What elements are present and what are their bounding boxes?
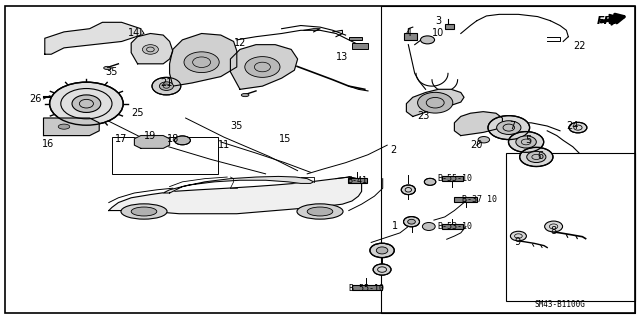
Bar [381, 6, 635, 313]
Ellipse shape [376, 247, 388, 254]
Bar [442, 176, 463, 181]
Ellipse shape [184, 52, 219, 73]
Ellipse shape [511, 231, 527, 241]
Text: 17: 17 [115, 134, 128, 144]
Text: 16: 16 [42, 138, 54, 149]
Text: 11: 11 [218, 140, 230, 150]
Text: 21: 21 [160, 78, 173, 88]
Polygon shape [406, 89, 464, 116]
Ellipse shape [370, 243, 394, 258]
Ellipse shape [516, 136, 536, 148]
Polygon shape [131, 33, 173, 64]
Ellipse shape [307, 207, 333, 216]
Bar [404, 33, 417, 40]
Bar [112, 137, 218, 174]
Text: 14: 14 [128, 28, 141, 39]
Bar [349, 37, 362, 40]
Ellipse shape [131, 207, 157, 216]
Ellipse shape [58, 124, 70, 129]
Text: 26: 26 [29, 94, 42, 104]
Bar [348, 178, 367, 183]
Ellipse shape [174, 136, 191, 145]
Ellipse shape [508, 131, 543, 152]
Ellipse shape [569, 122, 587, 133]
Ellipse shape [478, 137, 490, 143]
Text: 4: 4 [405, 28, 412, 39]
Ellipse shape [520, 147, 553, 167]
Ellipse shape [152, 77, 181, 95]
Polygon shape [134, 136, 170, 148]
Ellipse shape [404, 217, 420, 227]
Bar [442, 224, 463, 229]
Text: 15: 15 [278, 134, 291, 144]
Ellipse shape [420, 36, 435, 44]
Text: 23: 23 [417, 111, 430, 122]
Polygon shape [454, 112, 502, 136]
Polygon shape [45, 22, 141, 54]
Ellipse shape [497, 121, 521, 135]
Ellipse shape [545, 221, 563, 232]
Ellipse shape [488, 116, 530, 140]
Ellipse shape [401, 185, 415, 195]
Text: 6: 6 [538, 151, 544, 161]
Ellipse shape [142, 45, 158, 54]
Ellipse shape [527, 152, 546, 163]
Text: 2: 2 [390, 145, 397, 155]
Polygon shape [230, 45, 298, 89]
Ellipse shape [297, 204, 343, 219]
Polygon shape [163, 176, 314, 193]
Text: 18: 18 [166, 134, 179, 144]
Bar [352, 285, 382, 290]
Ellipse shape [72, 95, 101, 113]
Text: 8: 8 [550, 226, 557, 236]
Bar [506, 153, 635, 301]
Text: 1: 1 [392, 221, 398, 232]
Text: SM43-B1100G: SM43-B1100G [534, 300, 586, 309]
Text: B-55-10: B-55-10 [437, 174, 472, 183]
Text: 22: 22 [573, 41, 586, 51]
Text: 35: 35 [106, 67, 118, 77]
Bar [445, 24, 454, 29]
Text: B-41: B-41 [347, 176, 367, 185]
Ellipse shape [422, 223, 435, 231]
Ellipse shape [424, 178, 436, 185]
Bar [454, 197, 477, 202]
Ellipse shape [244, 57, 280, 77]
Ellipse shape [373, 264, 391, 275]
Text: B-53-10: B-53-10 [437, 222, 472, 231]
Ellipse shape [418, 93, 453, 113]
Text: 25: 25 [131, 108, 144, 118]
Polygon shape [170, 33, 237, 86]
Ellipse shape [408, 219, 415, 224]
Ellipse shape [104, 66, 111, 70]
Text: 5: 5 [525, 135, 531, 145]
Text: 3: 3 [435, 16, 442, 26]
Polygon shape [44, 118, 99, 136]
Text: 10: 10 [432, 28, 445, 39]
Text: B-37 10: B-37 10 [463, 195, 497, 204]
Ellipse shape [121, 204, 167, 219]
Bar [352, 43, 368, 49]
Text: 20: 20 [470, 140, 483, 150]
Text: B 55-10: B 55-10 [349, 284, 383, 293]
Ellipse shape [50, 82, 124, 125]
Polygon shape [109, 177, 362, 214]
Text: 24: 24 [566, 121, 579, 131]
Text: 35: 35 [230, 121, 243, 131]
Text: FR.: FR. [596, 16, 617, 26]
Text: 12: 12 [234, 38, 246, 48]
Text: 9: 9 [514, 237, 520, 248]
Text: 13: 13 [336, 52, 349, 63]
Ellipse shape [241, 93, 249, 97]
Ellipse shape [159, 82, 173, 91]
Text: 7: 7 [509, 121, 515, 131]
Text: 19: 19 [144, 130, 157, 141]
